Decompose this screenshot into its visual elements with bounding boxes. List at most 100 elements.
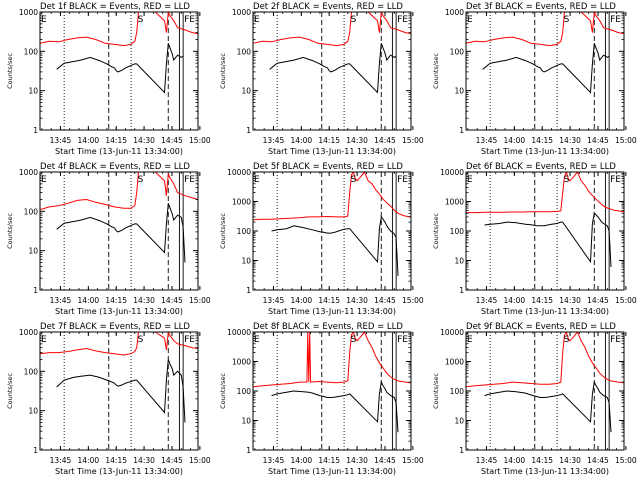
events-series-line [271,380,399,433]
y-tick-label: 1000 [445,198,464,207]
x-tick-label: 14:30 [133,296,155,305]
y-tick-label: 100 [450,47,465,56]
detector-panel: Det 5f BLACK = Events, RED = LLD Counts/s… [219,162,424,316]
y-axis-label: Counts/sec [432,373,440,409]
x-tick-label: 14:30 [559,456,581,465]
x-tick-label: 14:00 [504,296,526,305]
detector-panel: Det 6f BLACK = Events, RED = LLD Counts/s… [432,162,637,316]
lld-series-line [40,12,198,47]
x-tick-label: 15:00 [402,136,424,145]
y-tick-label: 1000 [445,8,464,17]
x-tick-label: 14:30 [559,136,581,145]
lld-series-line [253,332,411,388]
x-tick-label: 15:00 [189,296,211,305]
panel-title: Det 2f BLACK = Events, RED = LLD [253,2,403,12]
x-tick-label: 13:45 [50,296,72,305]
x-tick-label: 15:00 [615,456,637,465]
events-series-line [56,43,184,94]
phase-marker-label: E [41,335,47,345]
plot-frame [252,331,412,451]
phase-marker-label: S [138,15,144,25]
y-tick-label: 1 [246,126,251,135]
y-tick-label: 100 [237,47,252,56]
y-tick-label: 1 [33,446,38,455]
y-axis-label: Counts/sec [219,53,227,89]
x-tick-label: 14:00 [504,456,526,465]
x-tick-label: 14:45 [587,296,609,305]
x-tick-label: 14:15 [318,296,340,305]
phase-marker-label: S [138,175,144,185]
y-axis-label: Counts/sec [6,53,14,89]
y-tick-label: 100 [450,227,465,236]
y-tick-label: 10 [454,87,464,96]
phase-marker-label: E [467,15,473,25]
x-tick-label: 13:45 [50,456,72,465]
x-tick-label: 15:00 [189,136,211,145]
y-tick-label: 100 [237,387,252,396]
plot-frame [465,171,625,291]
phase-marker-label: FE [610,15,621,25]
x-tick-label: 14:45 [374,136,396,145]
detector-panel: Det 7f BLACK = Events, RED = LLD Counts/s… [6,322,211,476]
x-tick-label: 14:00 [78,296,100,305]
events-series-line [56,203,186,263]
x-tick-label: 14:15 [531,136,553,145]
x-tick-label: 14:30 [133,456,155,465]
y-tick-label: 1 [33,286,38,295]
plot-frame [465,11,625,131]
y-axis-label: Counts/sec [219,213,227,249]
y-tick-label: 10000 [227,168,251,177]
phase-marker-label: E [41,15,47,25]
x-tick-label: 14:00 [291,456,313,465]
plot-frame [465,331,625,451]
detector-panel: Det 8f BLACK = Events, RED = LLD Counts/s… [219,322,424,476]
phase-marker-label: E [467,335,473,345]
y-tick-label: 100 [24,47,39,56]
y-tick-label: 100 [237,227,252,236]
y-tick-label: 100 [24,207,39,216]
detector-panel: Det 3f BLACK = Events, RED = LLD Counts/s… [432,2,637,156]
x-axis-label: Start Time (13-Jun-11 13:34:00) [481,467,609,476]
y-tick-label: 10000 [440,328,464,337]
plot-frame [39,331,199,451]
x-tick-label: 14:00 [78,136,100,145]
panel-title: Det 7f BLACK = Events, RED = LLD [40,322,190,332]
x-tick-label: 14:15 [318,456,340,465]
y-tick-label: 100 [24,367,39,376]
panel-title: Det 9f BLACK = Events, RED = LLD [466,322,616,332]
x-tick-label: 14:30 [346,456,368,465]
x-tick-label: 15:00 [615,136,637,145]
phase-marker-label: E [254,175,260,185]
phase-marker-label: S [351,175,357,185]
x-axis-label: Start Time (13-Jun-11 13:34:00) [55,147,183,156]
x-tick-label: 13:45 [263,456,285,465]
y-tick-label: 10 [28,407,38,416]
x-axis-label: Start Time (13-Jun-11 13:34:00) [268,307,396,316]
lld-series-line [253,12,411,47]
y-tick-label: 10 [241,417,251,426]
lld-series-line [253,172,411,221]
lld-series-line [40,172,198,211]
x-tick-label: 13:45 [263,296,285,305]
x-tick-label: 14:15 [531,296,553,305]
y-tick-label: 10000 [440,168,464,177]
x-tick-label: 14:45 [587,136,609,145]
x-tick-label: 14:45 [161,136,183,145]
panel-title: Det 3f BLACK = Events, RED = LLD [466,2,616,12]
phase-marker-label: E [467,175,473,185]
y-tick-label: 1 [459,286,464,295]
phase-marker-label: S [564,15,570,25]
phase-marker-label: E [41,175,47,185]
phase-marker-label: FE [184,175,195,185]
y-axis-label: Counts/sec [6,213,14,249]
x-axis-label: Start Time (13-Jun-11 13:34:00) [481,307,609,316]
x-axis-label: Start Time (13-Jun-11 13:34:00) [55,307,183,316]
panel-title: Det 4f BLACK = Events, RED = LLD [40,162,190,172]
y-tick-label: 10 [241,257,251,266]
y-tick-label: 1000 [232,198,251,207]
x-axis-label: Start Time (13-Jun-11 13:34:00) [481,147,609,156]
x-tick-label: 14:30 [559,296,581,305]
y-tick-label: 1000 [19,328,38,337]
lld-series-line [466,12,624,47]
y-tick-label: 10 [28,87,38,96]
